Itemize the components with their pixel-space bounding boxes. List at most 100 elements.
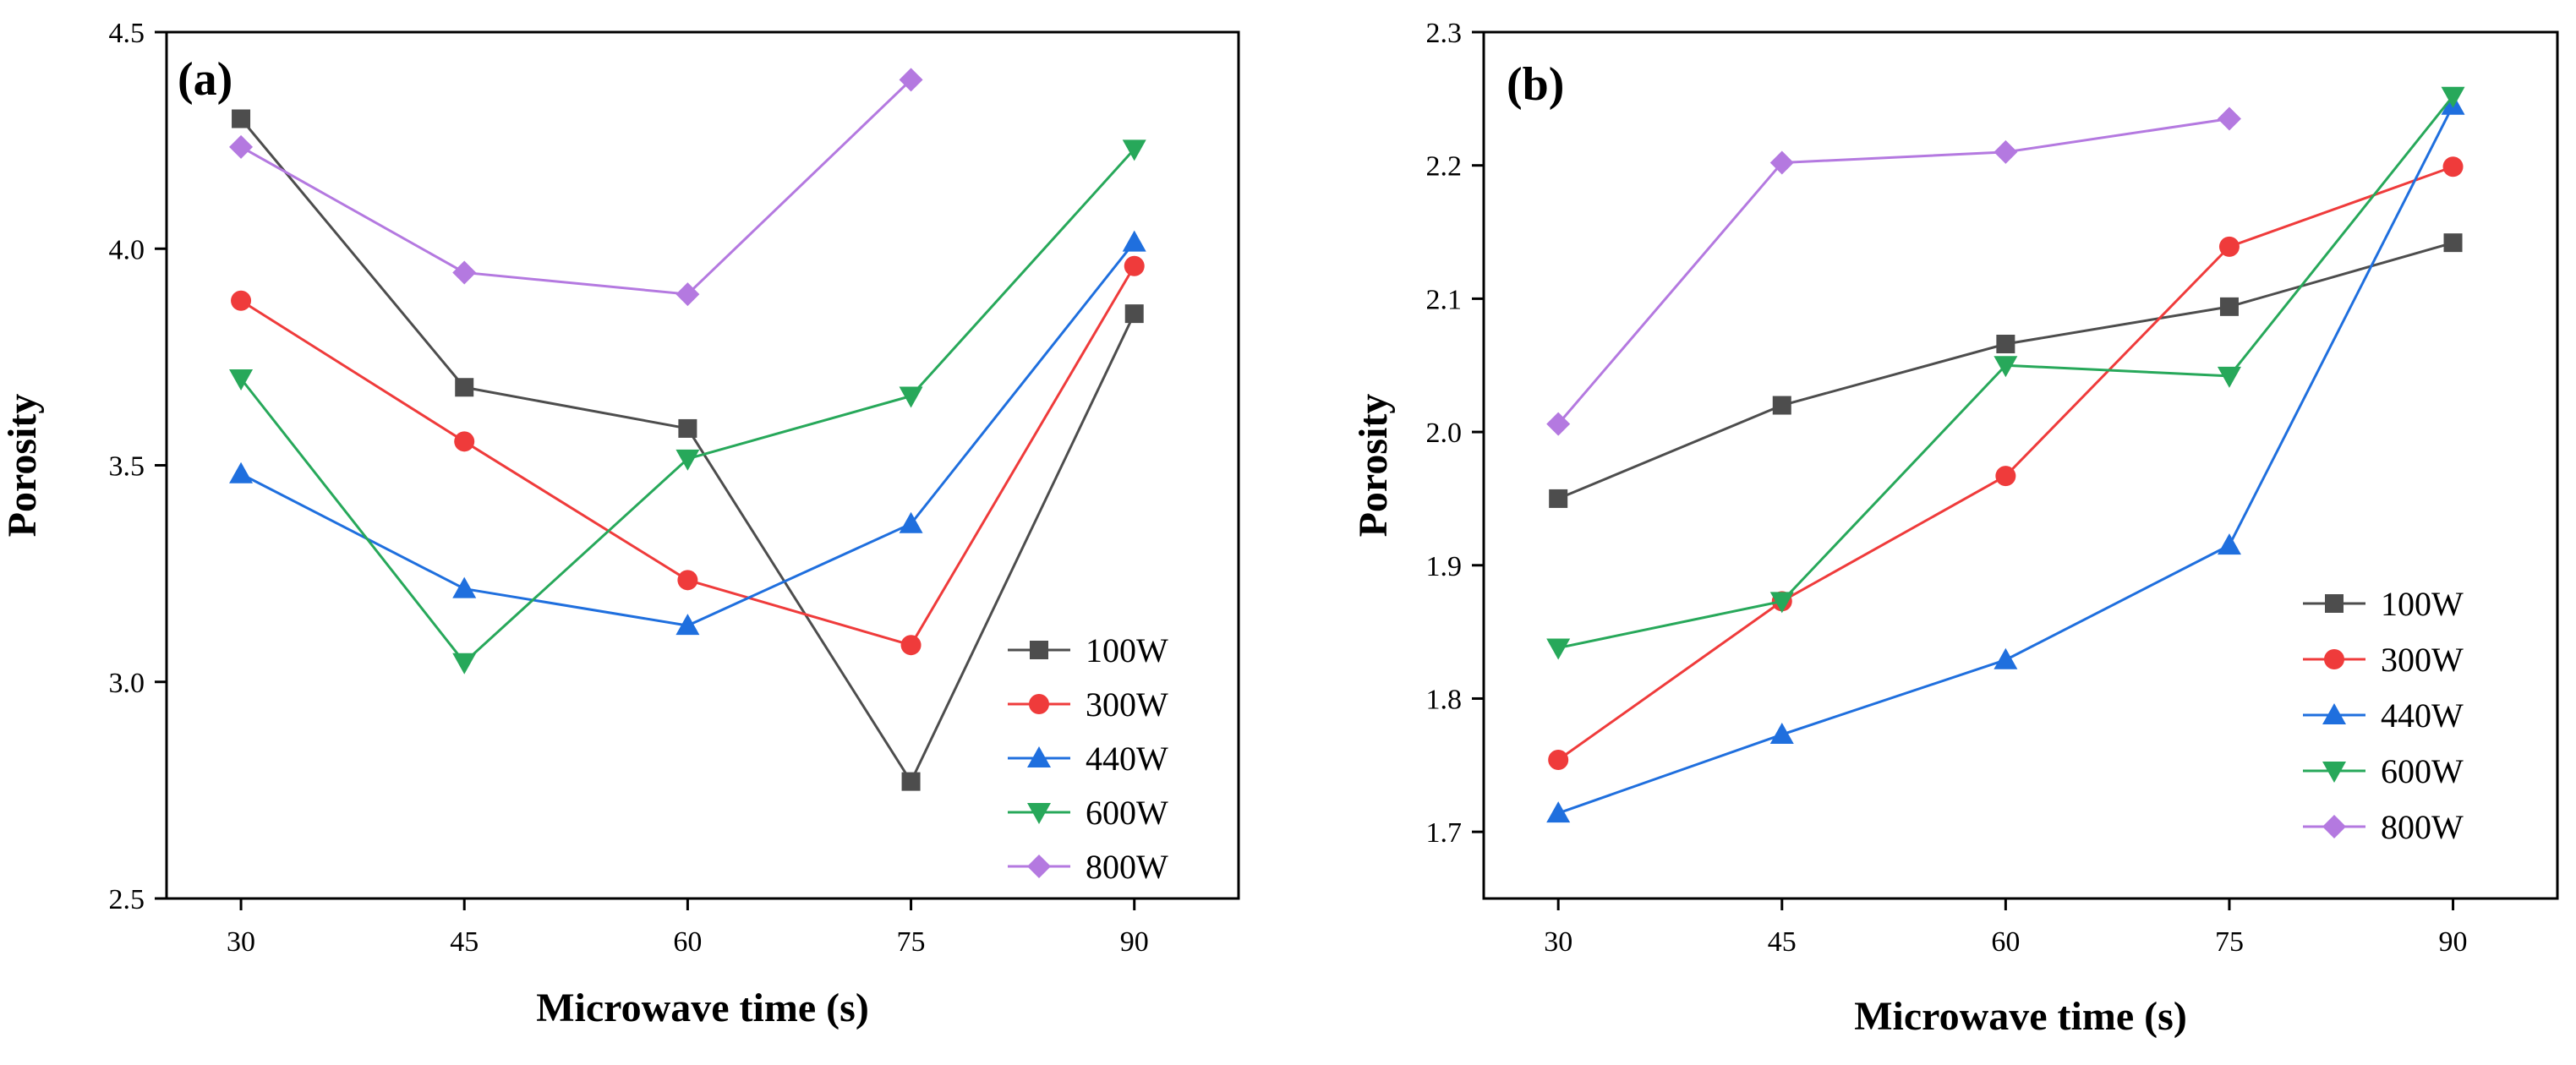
legend-item: 800W <box>2303 808 2464 846</box>
y-tick-label: 2.2 <box>1426 151 1463 183</box>
data-point <box>899 511 923 533</box>
series-line <box>240 79 912 296</box>
legend-marker <box>1027 746 1051 767</box>
series-line <box>1557 117 2230 425</box>
data-point <box>452 653 477 674</box>
data-point <box>1772 396 1791 415</box>
data-point <box>2217 106 2241 131</box>
legend-marker <box>2322 815 2346 838</box>
legend-label: 300W <box>2381 641 2464 679</box>
series-100W <box>1549 233 2463 508</box>
data-point <box>675 282 700 307</box>
y-tick-label: 2.1 <box>1426 284 1463 315</box>
x-tick-label: 45 <box>450 926 479 958</box>
x-tick-label: 90 <box>2439 926 2468 958</box>
y-axis-title: Porosity <box>0 394 45 538</box>
data-point <box>1769 150 1794 175</box>
legend-label: 100W <box>2381 585 2464 623</box>
data-point <box>231 290 252 311</box>
data-point <box>1994 647 2018 669</box>
x-tick-label: 60 <box>1991 926 2020 958</box>
data-point <box>229 462 254 483</box>
x-tick-label: 75 <box>897 926 926 958</box>
data-point <box>1546 412 1571 436</box>
data-point <box>455 378 474 397</box>
data-point <box>2217 366 2241 388</box>
data-point <box>1994 356 2018 378</box>
legend-item: 300W <box>2303 641 2464 679</box>
series-100W <box>232 109 1144 791</box>
data-point <box>677 570 698 591</box>
data-point <box>2443 233 2463 253</box>
legend-marker <box>2325 594 2344 613</box>
data-point <box>1122 230 1146 252</box>
data-point <box>1549 489 1568 508</box>
x-tick-label: 60 <box>673 926 702 958</box>
legend-item: 440W <box>2303 696 2464 735</box>
data-point <box>1122 139 1146 161</box>
data-point <box>1124 304 1144 324</box>
plot-frame <box>1482 30 2559 900</box>
series-800W <box>1546 106 2241 436</box>
data-point <box>2219 297 2239 316</box>
panel-label: (a) <box>178 53 232 106</box>
data-point <box>229 134 254 159</box>
y-tick-label: 3.5 <box>109 451 145 483</box>
legend-label: 600W <box>2381 752 2464 790</box>
legend-item: 100W <box>2303 585 2464 623</box>
data-point <box>1548 750 1569 770</box>
chart-panel-b: 30 45 60 75 90 1.7 1.8 1.9 2.0 2.1 2.2 2.3 Microwave… <box>1351 18 2559 1039</box>
data-point <box>1124 255 1145 276</box>
data-point <box>2441 86 2465 108</box>
legend-label: 800W <box>1086 848 1168 886</box>
y-axis-title: Porosity <box>1351 394 1396 538</box>
data-point <box>1769 592 1794 614</box>
series-300W <box>231 255 1145 656</box>
legend-marker <box>1027 803 1051 824</box>
data-point <box>678 418 697 438</box>
data-point <box>1995 466 2016 487</box>
legend-item: 100W <box>1008 631 1168 669</box>
data-point <box>229 369 254 390</box>
legend-item: 600W <box>1008 794 1168 832</box>
data-point <box>1546 801 1571 823</box>
legend-marker <box>2322 762 2346 783</box>
chart-panel-a: 30 45 60 75 90 2.5 3.0 3.5 4.0 4.5 Microwave time … <box>0 18 1240 1030</box>
series-600W <box>1546 86 2465 660</box>
data-point <box>900 635 922 656</box>
series-600W <box>229 139 1146 674</box>
data-point <box>1769 723 1794 745</box>
x-tick-label: 30 <box>1544 926 1572 958</box>
y-tick-label: 1.8 <box>1426 684 1463 715</box>
legend-marker <box>1030 641 1048 659</box>
data-point <box>2442 156 2464 178</box>
legend-item: 800W <box>1008 848 1168 886</box>
legend-label: 600W <box>1086 794 1168 832</box>
data-point <box>899 68 923 92</box>
series-800W <box>229 68 923 307</box>
data-point <box>675 614 700 636</box>
y-tick-label: 1.7 <box>1426 817 1463 849</box>
legend: 100W 300W 440W 600W 800W <box>1008 631 1168 886</box>
x-tick-label: 45 <box>1768 926 1797 958</box>
y-tick-label: 2.0 <box>1426 418 1463 449</box>
y-tick-label: 2.3 <box>1426 18 1463 49</box>
data-point <box>452 260 477 285</box>
x-tick-label: 30 <box>227 926 255 958</box>
series-440W <box>1546 93 2465 823</box>
data-point <box>2217 533 2241 555</box>
legend-marker <box>1027 855 1051 878</box>
legend-label: 300W <box>1086 685 1168 724</box>
legend-label: 440W <box>1086 740 1168 778</box>
data-point <box>452 576 477 598</box>
legend-item: 300W <box>1008 685 1168 724</box>
x-axis-title: Microwave time (s) <box>1854 994 2187 1039</box>
data-point <box>454 431 475 452</box>
data-point <box>1546 638 1571 660</box>
legend-item: 440W <box>1008 740 1168 778</box>
data-point <box>2218 236 2240 257</box>
legend: 100W 300W 440W 600W 800W <box>2303 585 2464 846</box>
data-point <box>1996 335 2015 353</box>
y-tick-label: 3.0 <box>109 668 145 699</box>
